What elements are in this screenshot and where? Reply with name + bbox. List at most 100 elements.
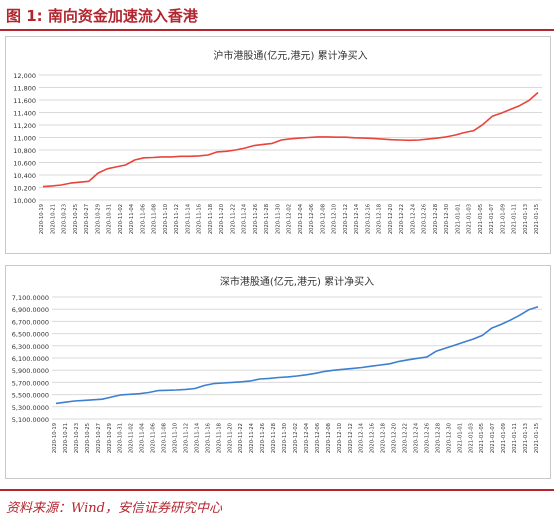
x-tick-label: 2020-11-20: [227, 423, 233, 453]
x-tick-label: 2020-12-02: [287, 204, 293, 234]
x-tick-label: 2020-12-24: [414, 422, 420, 453]
series-line: [42, 91, 539, 188]
x-tick-label: 2020-12-10: [332, 204, 338, 234]
y-tick-label: 5,900.0000: [12, 367, 49, 375]
x-tick-label: 2020-12-22: [403, 423, 409, 453]
x-tick-label: 2020-10-19: [39, 204, 45, 234]
x-tick-label: 2020-11-02: [118, 204, 124, 234]
y-tick-label: 6,300.0000: [12, 343, 49, 351]
x-tick-label: 2020-11-14: [185, 203, 191, 234]
x-tick-label: 2020-11-28: [271, 423, 277, 453]
y-tick-label: 5,700.0000: [12, 379, 49, 387]
x-tick-label: 2020-11-22: [238, 423, 244, 453]
x-tick-label: 2020-12-08: [320, 204, 326, 234]
x-tick-label: 2021-01-01: [455, 204, 461, 234]
x-tick-label: 2020-12-06: [309, 204, 315, 234]
y-tick-label: 7,100.0000: [12, 294, 49, 302]
x-tick-label: 2020-11-06: [140, 204, 146, 234]
title-divider: [0, 29, 554, 31]
y-tick-label: 10,600: [13, 160, 36, 168]
x-tick-label: 2020-11-30: [275, 204, 281, 234]
y-tick-label: 11,000: [13, 135, 36, 143]
x-tick-label: 2021-01-13: [523, 423, 529, 453]
x-tick-label: 2021-01-01: [457, 423, 463, 453]
x-tick-label: 2020-12-08: [326, 423, 332, 453]
x-tick-label: 2020-12-06: [315, 423, 321, 453]
x-tick-label: 2020-10-21: [63, 423, 69, 453]
x-tick-label: 2020-12-16: [365, 204, 371, 234]
x-tick-label: 2021-01-11: [512, 204, 518, 234]
chart-title: 深市港股通(亿元,港元) 累计净买入: [220, 275, 374, 288]
x-tick-label: 2021-01-11: [512, 423, 518, 453]
x-tick-label: 2020-12-18: [381, 423, 387, 453]
x-tick-label: 2020-11-10: [163, 204, 169, 234]
x-tick-label: 2020-10-21: [50, 204, 56, 234]
x-tick-label: 2020-12-28: [435, 423, 441, 453]
x-tick-label: 2020-10-25: [85, 423, 91, 453]
y-tick-label: 6,700.0000: [12, 318, 49, 326]
x-tick-label: 2020-10-25: [73, 204, 79, 234]
x-tick-label: 2020-12-30: [446, 423, 452, 453]
x-tick-label: 2020-11-12: [183, 423, 189, 453]
x-tick-label: 2020-10-27: [96, 423, 102, 453]
x-tick-label: 2020-12-30: [444, 204, 450, 234]
series-line: [55, 306, 539, 405]
y-tick-label: 6,100.0000: [12, 355, 49, 363]
x-tick-label: 2020-12-26: [424, 423, 430, 453]
x-tick-label: 2020-10-29: [107, 423, 113, 453]
x-tick-label: 2020-11-08: [152, 204, 158, 234]
x-tick-label: 2020-11-12: [174, 204, 180, 234]
y-tick-label: 10,200: [13, 185, 36, 193]
x-tick-label: 2020-11-16: [205, 423, 211, 453]
x-tick-label: 2020-11-02: [129, 423, 135, 453]
x-tick-label: 2020-11-30: [282, 423, 288, 453]
y-tick-label: 10,400: [13, 172, 36, 180]
y-tick-label: 6,900.0000: [12, 306, 49, 314]
x-tick-label: 2020-11-26: [260, 423, 266, 453]
y-tick-label: 5,500.0000: [12, 392, 49, 400]
x-tick-label: 2021-01-09: [501, 423, 507, 453]
x-tick-label: 2020-11-24: [242, 203, 248, 234]
x-tick-label: 2021-01-15: [534, 423, 540, 453]
x-tick-label: 2020-12-18: [377, 204, 383, 234]
figure-header: 图 1: 南向资金加速流入香港: [0, 0, 554, 31]
y-tick-label: 11,200: [13, 122, 36, 130]
y-tick-label: 11,400: [13, 110, 36, 118]
x-tick-label: 2020-11-26: [253, 204, 259, 234]
x-tick-label: 2020-11-10: [173, 423, 179, 453]
y-tick-label: 6,500.0000: [12, 331, 49, 339]
x-tick-label: 2020-11-08: [162, 423, 168, 453]
x-tick-label: 2020-12-14: [354, 203, 360, 234]
y-tick-label: 5,100.0000: [12, 416, 49, 424]
source-note: 资料来源：Wind，安信证券研究中心: [6, 501, 222, 516]
x-tick-label: 2020-12-22: [399, 204, 405, 234]
x-tick-label: 2021-01-07: [490, 423, 496, 453]
figure-title: 图 1: 南向资金加速流入香港: [6, 7, 198, 25]
chart-shenzhen: 深市港股通(亿元,港元) 累计净买入 5,100.0000 5,300.0000 5,…: [12, 275, 542, 453]
x-tick-label: 2020-10-29: [95, 204, 101, 234]
x-tick-label: 2020-12-02: [293, 423, 299, 453]
x-tick-label: 2021-01-05: [479, 423, 485, 453]
x-tick-label: 2021-01-03: [467, 204, 473, 234]
chart-title: 沪市港股通(亿元,港元) 累计净买入: [213, 49, 367, 62]
x-tick-label: 2020-12-20: [388, 204, 394, 234]
x-tick-label: 2020-12-04: [304, 422, 310, 453]
x-tick-label: 2020-12-12: [348, 423, 354, 453]
x-tick-label: 2020-10-23: [62, 204, 68, 234]
x-tick-label: 2020-11-14: [194, 422, 200, 453]
x-tick-label: 2021-01-07: [489, 204, 495, 234]
x-tick-label: 2020-11-18: [216, 423, 222, 453]
x-tick-label: 2020-12-12: [343, 204, 349, 234]
x-tick-label: 2021-01-09: [500, 204, 506, 234]
x-tick-label: 2020-10-31: [118, 423, 124, 453]
x-tick-label: 2020-11-28: [264, 204, 270, 234]
x-tick-label: 2020-12-26: [422, 204, 428, 234]
x-tick-label: 2020-12-24: [410, 203, 416, 234]
x-tick-label: 2020-12-10: [337, 423, 343, 453]
x-tick-label: 2020-11-04: [140, 422, 146, 453]
x-tick-label: 2020-10-23: [74, 423, 80, 453]
x-tick-label: 2020-12-28: [433, 204, 439, 234]
chart-panel-shenzhen: 深市港股通(亿元,港元) 累计净买入 5,100.0000 5,300.0000 5,…: [5, 265, 551, 479]
y-tick-label: 10,000: [13, 197, 36, 205]
y-tick-label: 5,300.0000: [12, 404, 49, 412]
